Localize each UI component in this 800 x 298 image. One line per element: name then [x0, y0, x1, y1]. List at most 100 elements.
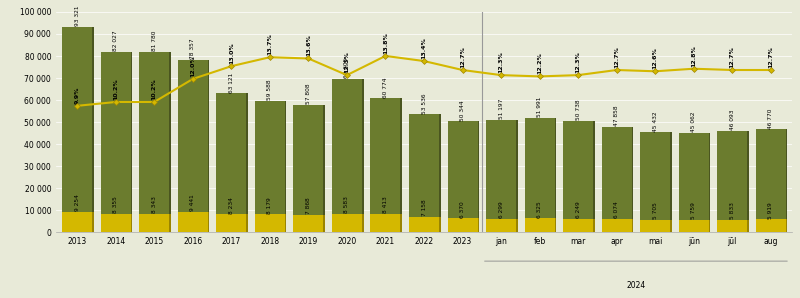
Bar: [718, 220, 747, 232]
Text: 6 249: 6 249: [576, 201, 581, 218]
Text: 51 197: 51 197: [498, 99, 503, 119]
Bar: [640, 132, 670, 232]
Text: 9 254: 9 254: [74, 195, 80, 211]
Bar: [101, 214, 130, 232]
Text: 7 158: 7 158: [422, 199, 426, 216]
Bar: [332, 79, 362, 232]
Bar: [295, 105, 325, 232]
Bar: [449, 121, 479, 232]
Bar: [372, 214, 402, 232]
Text: 81 780: 81 780: [152, 31, 157, 52]
Bar: [563, 121, 593, 232]
Bar: [332, 213, 362, 232]
Text: 12.2%: 12.2%: [537, 52, 542, 74]
Text: 82 027: 82 027: [114, 30, 118, 51]
Bar: [409, 217, 439, 232]
Text: 9.9%: 9.9%: [74, 86, 80, 104]
Text: 2024: 2024: [626, 281, 646, 290]
Text: 8 179: 8 179: [267, 197, 272, 214]
Text: 57 808: 57 808: [306, 84, 311, 104]
Text: 8 343: 8 343: [152, 196, 157, 213]
Text: 10.2%: 10.2%: [114, 78, 118, 100]
Bar: [758, 129, 787, 232]
Bar: [718, 131, 749, 232]
Bar: [526, 118, 556, 232]
Bar: [102, 214, 132, 232]
Bar: [256, 214, 286, 232]
Text: 12.8%: 12.8%: [691, 45, 696, 66]
Bar: [642, 132, 672, 232]
Bar: [447, 121, 478, 232]
Text: 13.4%: 13.4%: [422, 37, 426, 59]
Bar: [216, 93, 246, 232]
Bar: [449, 218, 479, 232]
Bar: [178, 212, 208, 232]
Text: 12.3%: 12.3%: [345, 51, 350, 73]
Bar: [525, 218, 554, 232]
Text: 13.6%: 13.6%: [306, 34, 311, 56]
Bar: [102, 52, 132, 232]
Text: 6 299: 6 299: [498, 201, 503, 218]
Text: 12.7%: 12.7%: [768, 46, 774, 68]
Bar: [409, 114, 439, 232]
Bar: [216, 214, 246, 232]
Bar: [410, 217, 441, 232]
Text: 6 074: 6 074: [614, 202, 619, 218]
Text: 60 774: 60 774: [383, 77, 388, 98]
Bar: [680, 220, 710, 232]
Text: 47 858: 47 858: [614, 105, 619, 126]
Bar: [756, 129, 786, 232]
Text: 6 325: 6 325: [537, 201, 542, 218]
Bar: [642, 220, 672, 232]
Bar: [62, 212, 92, 232]
Bar: [334, 79, 363, 232]
Text: 12.7%: 12.7%: [730, 46, 734, 68]
Text: 53 536: 53 536: [422, 93, 426, 114]
Text: 10.2%: 10.2%: [152, 78, 157, 100]
Bar: [141, 52, 171, 232]
Text: 8 234: 8 234: [229, 197, 234, 214]
Text: 12.6%: 12.6%: [653, 47, 658, 69]
Bar: [678, 133, 709, 232]
Bar: [525, 118, 554, 232]
Text: 5 759: 5 759: [691, 202, 696, 219]
Bar: [602, 127, 632, 232]
Text: 7 868: 7 868: [306, 198, 311, 215]
Bar: [372, 98, 402, 232]
Text: 12.3%: 12.3%: [498, 51, 503, 73]
Text: 13.8%: 13.8%: [383, 32, 388, 54]
Text: 5 919: 5 919: [768, 202, 774, 219]
Bar: [640, 220, 670, 232]
Bar: [756, 219, 786, 232]
Text: 12.7%: 12.7%: [614, 46, 619, 68]
Text: 9 441: 9 441: [190, 194, 195, 211]
Bar: [294, 105, 323, 232]
Bar: [62, 27, 92, 232]
Bar: [565, 121, 594, 232]
Bar: [603, 127, 634, 232]
Bar: [255, 101, 285, 232]
Bar: [370, 214, 401, 232]
Text: 45 432: 45 432: [653, 111, 658, 132]
Bar: [64, 212, 94, 232]
Text: 46 093: 46 093: [730, 110, 734, 130]
Bar: [487, 119, 518, 232]
Text: 51 991: 51 991: [537, 97, 542, 117]
Text: 50 738: 50 738: [576, 99, 581, 120]
Text: 93 321: 93 321: [74, 5, 80, 26]
Text: 8 355: 8 355: [114, 196, 118, 213]
Text: 69 605: 69 605: [345, 58, 350, 78]
Bar: [139, 52, 170, 232]
Bar: [410, 114, 441, 232]
Bar: [178, 60, 208, 232]
Text: 8 583: 8 583: [345, 196, 350, 213]
Text: 50 344: 50 344: [460, 100, 465, 121]
Text: 45 062: 45 062: [691, 112, 696, 132]
Bar: [64, 27, 94, 232]
Bar: [487, 218, 518, 232]
Bar: [565, 219, 594, 232]
Text: 46 770: 46 770: [768, 108, 774, 129]
Bar: [101, 52, 130, 232]
Bar: [141, 214, 171, 232]
Bar: [563, 219, 593, 232]
